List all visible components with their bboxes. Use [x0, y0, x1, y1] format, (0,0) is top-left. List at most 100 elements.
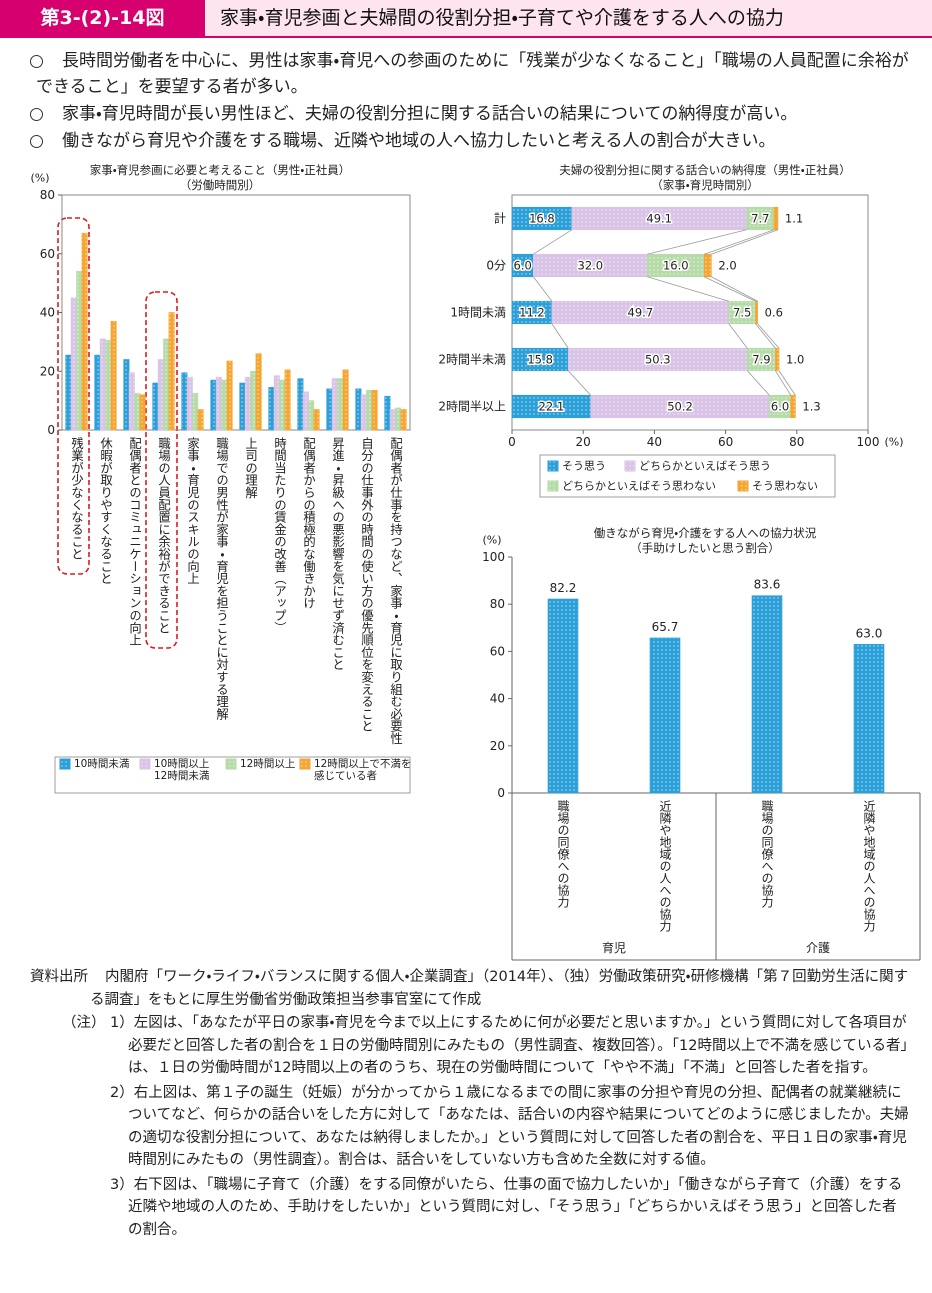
- value-label: 1.3: [802, 400, 820, 414]
- bar: [250, 370, 257, 431]
- bar: [99, 338, 106, 431]
- x-tick-label: 配偶者とのコミュニケーションの向上: [128, 437, 142, 646]
- summary-item: 家事・育児時間が長い男性ほど、夫婦の役割分担に関する話合いの結果についての納得度…: [30, 101, 910, 127]
- x-tick-label: 職場の人員配置に余裕ができること: [157, 437, 171, 634]
- value-label: 49.1: [646, 212, 672, 226]
- y-tick-label: 20: [40, 364, 55, 378]
- connector-line: [533, 276, 553, 302]
- value-label: 1.0: [786, 353, 804, 367]
- bar: [110, 321, 117, 431]
- note: 3）右下図は、「職場に子育て（介護）をする同僚がいたら、仕事の面で協力したいか」…: [110, 1176, 903, 1238]
- y-tick-label: 80: [490, 597, 505, 611]
- connector-line: [757, 323, 780, 349]
- y-tick-label: 2時間半以上: [438, 400, 506, 414]
- legend-swatch: [59, 758, 71, 770]
- legend-swatch: [624, 460, 636, 472]
- legend-box: [539, 454, 836, 498]
- y-unit: (%): [482, 534, 501, 547]
- value-label: 2.0: [718, 259, 736, 273]
- bar: [65, 354, 72, 431]
- legend-swatch: [547, 460, 559, 472]
- summary-item: 長時間労働者を中心に、男性は家事・育児への参画のために「残業が少なくなること」「…: [30, 48, 910, 100]
- bar: [210, 379, 217, 431]
- value-label: 6.0: [771, 400, 789, 414]
- bar: [751, 595, 783, 794]
- bar: [152, 382, 159, 431]
- bar: [342, 369, 349, 431]
- bar: [326, 388, 333, 431]
- bar: [547, 598, 579, 794]
- chart-subtitle: （手助けしたいと思う割合）: [630, 541, 780, 555]
- bar: [308, 400, 315, 431]
- x-tick-label: 昇進・昇級への悪影響を気にせず済むこと: [331, 437, 345, 671]
- bar: [302, 391, 309, 431]
- y-tick-label: 0: [47, 423, 55, 437]
- x-tick-label: 時間当たりの賃金の改善（アップ）: [273, 437, 287, 634]
- summary-item: 働きながら育児や介護をする職場、近隣や地域の人へ協力したいと考える人の割合が大き…: [30, 128, 910, 154]
- connector-line: [704, 276, 756, 302]
- legend-label: どちらかといえばそう思う: [639, 460, 771, 473]
- value-label: 7.5: [733, 306, 751, 320]
- figure-title: 家事・育児参画と夫婦間の役割分担・子育てや介護をする人への協力: [220, 7, 784, 29]
- x-tick-label: 配偶者からの積極的な働きかけ: [302, 437, 316, 609]
- y-tick-label: 20: [490, 739, 505, 753]
- x-tick-label: 職場での男性が家事・育児を担うことに対する理解: [215, 437, 229, 721]
- highlight-box: [145, 291, 178, 649]
- chart-title: 働きながら育児・介護をする人への協力状況: [594, 526, 817, 540]
- value-label: 50.3: [645, 353, 671, 367]
- connector-line: [775, 370, 792, 396]
- source-text: 内閣府「ワーク・ライフ・バランスに関する個人・企業調査」（2014年）、（独）労…: [90, 969, 909, 1008]
- figure-number: 第3-(2)-14図: [0, 0, 205, 36]
- value-label: 16.8: [529, 212, 555, 226]
- bar: [226, 360, 233, 431]
- chart-title: 家事・育児参画に必要と考えること（男性・正社員）: [90, 163, 350, 177]
- bar: [215, 376, 222, 431]
- bar: [279, 379, 286, 431]
- value-label: 50.2: [667, 400, 693, 414]
- connector-line: [747, 370, 770, 396]
- bar: [105, 340, 112, 431]
- bar: [331, 378, 338, 431]
- value-label: 22.1: [539, 400, 565, 414]
- x-tick-label: 残業が少なくなること: [70, 437, 84, 560]
- value-label: 16.0: [663, 259, 689, 273]
- x-tick-label: 職場の同僚への協力: [556, 800, 570, 909]
- connector-line: [755, 323, 776, 349]
- bar: [134, 392, 141, 431]
- y-tick-label: 0: [497, 786, 505, 800]
- bar-segment: [790, 394, 796, 419]
- bar: [123, 359, 130, 431]
- value-label: 65.7: [652, 620, 679, 634]
- bar: [384, 395, 391, 431]
- bar-segment: [773, 206, 779, 231]
- y-tick-label: 60: [490, 644, 505, 658]
- y-tick-label: 0分: [486, 259, 506, 273]
- bar: [192, 392, 199, 431]
- chart-title: 夫婦の役割分担に関する話合いの納得度（男性・正社員）: [559, 163, 850, 177]
- highlight-box: [57, 217, 90, 575]
- connector-line: [711, 229, 779, 255]
- y-tick-label: 2時間半未満: [438, 353, 506, 367]
- x-unit: (%): [884, 436, 903, 449]
- y-unit: (%): [30, 172, 49, 185]
- x-tick-label: 近隣や地域の人への協力: [862, 800, 876, 933]
- value-label: 1.1: [785, 212, 803, 226]
- connector-line: [704, 229, 775, 255]
- notes: 1）左図は、「あなたが平日の家事・育児を今まで以上にするために何が必要だと思いま…: [110, 1012, 910, 1243]
- bar: [284, 369, 291, 431]
- connector-line: [647, 229, 747, 255]
- value-label: 83.6: [754, 578, 781, 592]
- bar: [239, 382, 246, 431]
- bar-segment: [755, 300, 758, 325]
- y-tick-label: 40: [490, 692, 505, 706]
- bar: [139, 394, 146, 431]
- group-label: 育児: [602, 940, 626, 955]
- header: 第3-(2)-14図 家事・育児参画と夫婦間の役割分担・子育てや介護をする人への…: [0, 0, 932, 38]
- y-tick-label: 80: [40, 188, 55, 202]
- bar: [157, 359, 164, 431]
- charts: 家事・育児参画に必要と考えること（男性・正社員）（労働時間別） 0 20 40 60 80…: [30, 163, 921, 961]
- bar: [360, 394, 367, 431]
- summary: 長時間労働者を中心に、男性は家事・育児への参画のために「残業が少なくなること」「…: [30, 48, 910, 155]
- x-tick-label: 近隣や地域の人への協力: [658, 800, 672, 933]
